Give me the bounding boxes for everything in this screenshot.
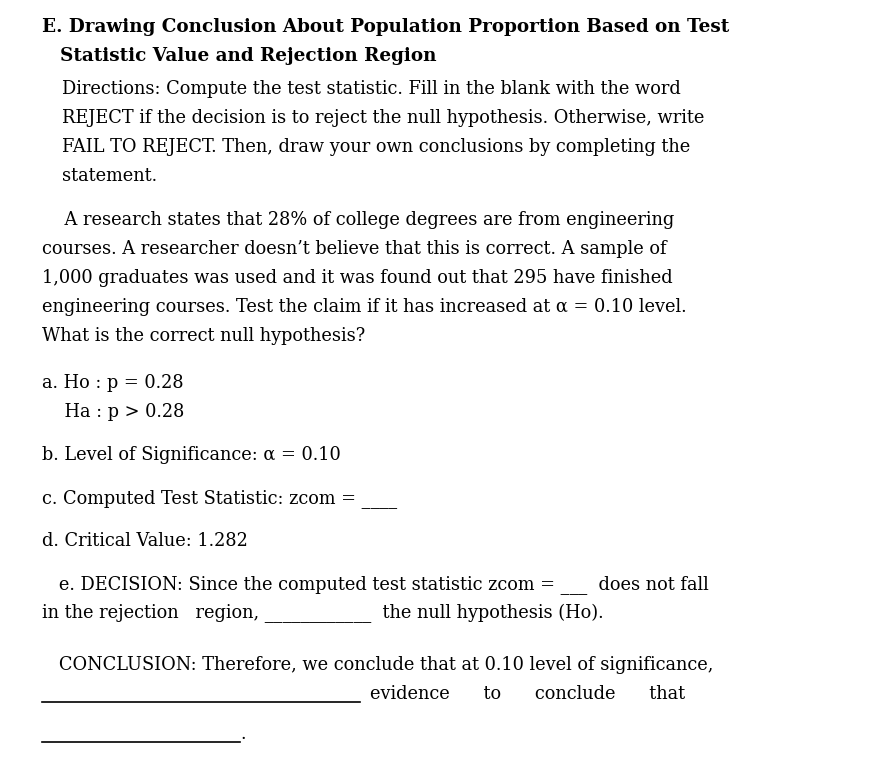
Text: E. Drawing Conclusion About Population Proportion Based on Test: E. Drawing Conclusion About Population P…	[42, 18, 729, 36]
Text: CONCLUSION: Therefore, we conclude that at 0.10 level of significance,: CONCLUSION: Therefore, we conclude that …	[42, 656, 714, 674]
Text: d. Critical Value: 1.282: d. Critical Value: 1.282	[42, 532, 248, 550]
Text: .: .	[240, 725, 246, 743]
Text: evidence      to      conclude      that: evidence to conclude that	[370, 685, 685, 703]
Text: in the rejection   region, ____________  the null hypothesis (Ho).: in the rejection region, ____________ th…	[42, 604, 603, 623]
Text: 1,000 graduates was used and it was found out that 295 have finished: 1,000 graduates was used and it was foun…	[42, 269, 673, 287]
Text: Statistic Value and Rejection Region: Statistic Value and Rejection Region	[60, 47, 436, 65]
Text: What is the correct null hypothesis?: What is the correct null hypothesis?	[42, 327, 365, 345]
Text: REJECT if the decision is to reject the null hypothesis. Otherwise, write: REJECT if the decision is to reject the …	[62, 109, 704, 127]
Text: a. Ho : p = 0.28: a. Ho : p = 0.28	[42, 374, 183, 392]
Text: b. Level of Significance: α = 0.10: b. Level of Significance: α = 0.10	[42, 446, 341, 464]
Text: engineering courses. Test the claim if it has increased at α = 0.10 level.: engineering courses. Test the claim if i…	[42, 298, 686, 316]
Text: statement.: statement.	[62, 167, 158, 185]
Text: Ha : p > 0.28: Ha : p > 0.28	[42, 403, 184, 421]
Text: FAIL TO REJECT. Then, draw your own conclusions by completing the: FAIL TO REJECT. Then, draw your own conc…	[62, 138, 691, 156]
Text: e. DECISION: Since the computed test statistic zcom = ___  does not fall: e. DECISION: Since the computed test sta…	[42, 575, 708, 594]
Text: courses. A researcher doesn’t believe that this is correct. A sample of: courses. A researcher doesn’t believe th…	[42, 240, 667, 258]
Text: c. Computed Test Statistic: zcom = ____: c. Computed Test Statistic: zcom = ____	[42, 489, 397, 508]
Text: Directions: Compute the test statistic. Fill in the blank with the word: Directions: Compute the test statistic. …	[62, 80, 681, 98]
Text: A research states that 28% of college degrees are from engineering: A research states that 28% of college de…	[42, 211, 675, 229]
